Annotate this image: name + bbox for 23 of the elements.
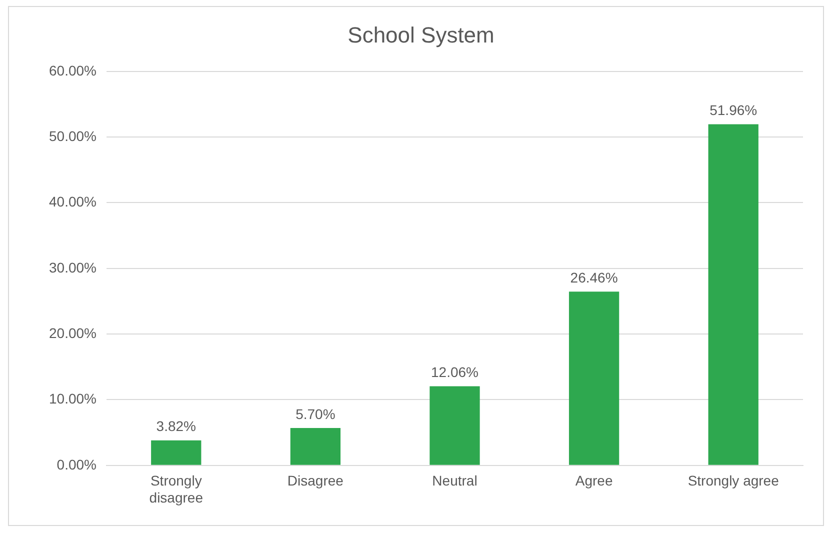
y-tick-label: 50.00% — [49, 128, 96, 144]
y-tick-label: 60.00% — [49, 62, 96, 78]
chart-title: School System — [348, 22, 494, 48]
x-tick-label: Neutral — [432, 472, 478, 489]
y-tick-label: 40.00% — [49, 194, 96, 210]
bar — [568, 292, 620, 465]
y-tick-label: 10.00% — [49, 390, 96, 407]
data-label: 3.82% — [156, 418, 196, 434]
y-tick-label: 0.00% — [56, 456, 96, 472]
data-label: 5.70% — [296, 406, 336, 422]
bar — [430, 386, 480, 465]
x-tick-label: Disagree — [287, 472, 344, 489]
y-tick-label: 20.00% — [49, 324, 96, 341]
x-tick-label: Strongly disagree — [149, 472, 204, 506]
data-label: 12.06% — [431, 364, 478, 380]
x-tick-label: Strongly agree — [688, 472, 780, 489]
bar — [151, 440, 202, 465]
data-label: 26.46% — [570, 270, 618, 286]
bar — [290, 428, 341, 465]
data-label: 51.96% — [710, 102, 758, 118]
x-tick-label: Agree — [575, 472, 613, 489]
bar — [708, 124, 758, 465]
y-tick-label: 30.00% — [49, 259, 96, 276]
